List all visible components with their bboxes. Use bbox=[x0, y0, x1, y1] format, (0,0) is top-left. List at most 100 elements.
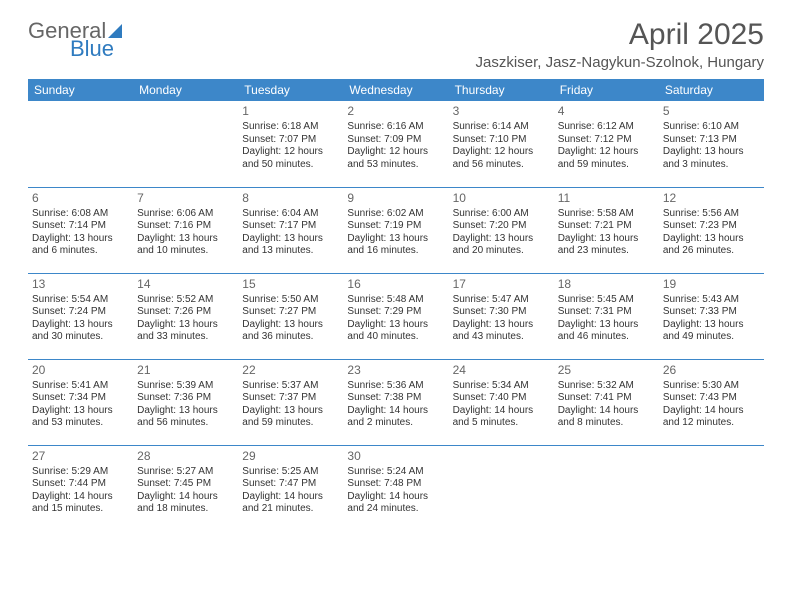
calendar-day: 21Sunrise: 5:39 AMSunset: 7:36 PMDayligh… bbox=[133, 359, 238, 445]
daylight-text: and 30 minutes. bbox=[32, 331, 129, 344]
daylight-text: and 8 minutes. bbox=[558, 417, 655, 430]
daylight-text: and 12 minutes. bbox=[663, 417, 760, 430]
sunrise-text: Sunrise: 5:56 AM bbox=[663, 208, 760, 221]
day-number: 13 bbox=[32, 277, 129, 292]
day-number: 11 bbox=[558, 191, 655, 206]
day-number: 23 bbox=[347, 363, 444, 378]
calendar-body: 1Sunrise: 6:18 AMSunset: 7:07 PMDaylight… bbox=[28, 101, 764, 531]
calendar-week: 1Sunrise: 6:18 AMSunset: 7:07 PMDaylight… bbox=[28, 101, 764, 187]
daylight-text: and 59 minutes. bbox=[558, 159, 655, 172]
daylight-text: Daylight: 13 hours bbox=[242, 319, 339, 332]
daylight-text: Daylight: 12 hours bbox=[242, 146, 339, 159]
sunset-text: Sunset: 7:30 PM bbox=[453, 306, 550, 319]
daylight-text: and 18 minutes. bbox=[137, 503, 234, 516]
calendar-day: 6Sunrise: 6:08 AMSunset: 7:14 PMDaylight… bbox=[28, 187, 133, 273]
calendar-day: 30 Sunrise: 5:24 AMSunset: 7:48 PMDayligh… bbox=[343, 445, 448, 531]
calendar-day: 3Sunrise: 6:14 AMSunset: 7:10 PMDaylight… bbox=[449, 101, 554, 187]
calendar-day: 22Sunrise: 5:37 AMSunset: 7:37 PMDayligh… bbox=[238, 359, 343, 445]
day-number: 27 bbox=[32, 449, 129, 464]
sunset-text: Sunset: 7:26 PM bbox=[137, 306, 234, 319]
day-number: 30 bbox=[347, 449, 444, 464]
sunset-text: Sunset: 7:27 PM bbox=[242, 306, 339, 319]
calendar-day: 26Sunrise: 5:30 AMSunset: 7:43 PMDayligh… bbox=[659, 359, 764, 445]
sunrise-text: Sunrise: 5:54 AM bbox=[32, 294, 129, 307]
day-number: 16 bbox=[347, 277, 444, 292]
sunrise-text: Sunrise: 5:30 AM bbox=[663, 380, 760, 393]
day-number: 18 bbox=[558, 277, 655, 292]
sunset-text: Sunset: 7:23 PM bbox=[663, 220, 760, 233]
calendar-day: 10Sunrise: 6:00 AMSunset: 7:20 PMDayligh… bbox=[449, 187, 554, 273]
daylight-text: Daylight: 14 hours bbox=[453, 405, 550, 418]
day-number: 6 bbox=[32, 191, 129, 206]
sunset-text: Sunset: 7:12 PM bbox=[558, 134, 655, 147]
calendar-week: 20Sunrise: 5:41 AMSunset: 7:34 PMDayligh… bbox=[28, 359, 764, 445]
daylight-text: and 43 minutes. bbox=[453, 331, 550, 344]
weekday-header: Sunday bbox=[28, 79, 133, 101]
logo-text-blue: Blue bbox=[70, 36, 114, 62]
day-number: 25 bbox=[558, 363, 655, 378]
daylight-text: and 20 minutes. bbox=[453, 245, 550, 258]
daylight-text: and 49 minutes. bbox=[663, 331, 760, 344]
daylight-text: Daylight: 13 hours bbox=[347, 319, 444, 332]
daylight-text: Daylight: 14 hours bbox=[32, 491, 129, 504]
calendar-day-empty bbox=[659, 445, 764, 531]
sunrise-text: Sunrise: 5:43 AM bbox=[663, 294, 760, 307]
calendar-day: 27Sunrise: 5:29 AMSunset: 7:44 PMDayligh… bbox=[28, 445, 133, 531]
logo: General Blue bbox=[28, 18, 168, 62]
sunset-text: Sunset: 7:07 PM bbox=[242, 134, 339, 147]
calendar-day: 16Sunrise: 5:48 AMSunset: 7:29 PMDayligh… bbox=[343, 273, 448, 359]
daylight-text: and 15 minutes. bbox=[32, 503, 129, 516]
calendar-day-empty bbox=[449, 445, 554, 531]
day-number: 2 bbox=[347, 104, 444, 119]
daylight-text: Daylight: 14 hours bbox=[347, 405, 444, 418]
day-number: 29 bbox=[242, 449, 339, 464]
sunrise-text: Sunrise: 5:48 AM bbox=[347, 294, 444, 307]
calendar-day: 2Sunrise: 6:16 AMSunset: 7:09 PMDaylight… bbox=[343, 101, 448, 187]
daylight-text: Daylight: 13 hours bbox=[137, 319, 234, 332]
sunrise-text: Sunrise: 5:36 AM bbox=[347, 380, 444, 393]
sunrise-text: Sunrise: 6:04 AM bbox=[242, 208, 339, 221]
daylight-text: Daylight: 13 hours bbox=[663, 233, 760, 246]
sunrise-text: Sunrise: 6:16 AM bbox=[347, 121, 444, 134]
daylight-text: and 40 minutes. bbox=[347, 331, 444, 344]
daylight-text: and 23 minutes. bbox=[558, 245, 655, 258]
day-number: 21 bbox=[137, 363, 234, 378]
sunrise-text: Sunrise: 5:27 AM bbox=[137, 466, 234, 479]
daylight-text: and 59 minutes. bbox=[242, 417, 339, 430]
calendar-day: 4Sunrise: 6:12 AMSunset: 7:12 PMDaylight… bbox=[554, 101, 659, 187]
weekday-header: Wednesday bbox=[343, 79, 448, 101]
daylight-text: and 24 minutes. bbox=[347, 503, 444, 516]
sunset-text: Sunset: 7:43 PM bbox=[663, 392, 760, 405]
sunset-text: Sunset: 7:37 PM bbox=[242, 392, 339, 405]
title-block: April 2025 Jaszkiser, Jasz-Nagykun-Szoln… bbox=[476, 18, 764, 71]
calendar-week: 27Sunrise: 5:29 AMSunset: 7:44 PMDayligh… bbox=[28, 445, 764, 531]
sunrise-text: Sunrise: 5:24 AM bbox=[347, 466, 444, 479]
sunrise-text: Sunrise: 6:00 AM bbox=[453, 208, 550, 221]
daylight-text: and 50 minutes. bbox=[242, 159, 339, 172]
calendar-day: 12Sunrise: 5:56 AMSunset: 7:23 PMDayligh… bbox=[659, 187, 764, 273]
sunset-text: Sunset: 7:41 PM bbox=[558, 392, 655, 405]
daylight-text: Daylight: 13 hours bbox=[32, 405, 129, 418]
daylight-text: Daylight: 13 hours bbox=[347, 233, 444, 246]
sunset-text: Sunset: 7:13 PM bbox=[663, 134, 760, 147]
sunrise-text: Sunrise: 5:39 AM bbox=[137, 380, 234, 393]
daylight-text: and 3 minutes. bbox=[663, 159, 760, 172]
daylight-text: Daylight: 14 hours bbox=[242, 491, 339, 504]
daylight-text: and 5 minutes. bbox=[453, 417, 550, 430]
daylight-text: and 36 minutes. bbox=[242, 331, 339, 344]
calendar-day: 14Sunrise: 5:52 AMSunset: 7:26 PMDayligh… bbox=[133, 273, 238, 359]
sunset-text: Sunset: 7:48 PM bbox=[347, 478, 444, 491]
daylight-text: Daylight: 13 hours bbox=[32, 233, 129, 246]
calendar-day: 24Sunrise: 5:34 AMSunset: 7:40 PMDayligh… bbox=[449, 359, 554, 445]
day-number: 15 bbox=[242, 277, 339, 292]
calendar-day: 19Sunrise: 5:43 AMSunset: 7:33 PMDayligh… bbox=[659, 273, 764, 359]
location: Jaszkiser, Jasz-Nagykun-Szolnok, Hungary bbox=[476, 54, 764, 71]
calendar-head: SundayMondayTuesdayWednesdayThursdayFrid… bbox=[28, 79, 764, 101]
sunrise-text: Sunrise: 5:47 AM bbox=[453, 294, 550, 307]
daylight-text: and 10 minutes. bbox=[137, 245, 234, 258]
day-number: 8 bbox=[242, 191, 339, 206]
weekday-row: SundayMondayTuesdayWednesdayThursdayFrid… bbox=[28, 79, 764, 101]
day-number: 5 bbox=[663, 104, 760, 119]
daylight-text: Daylight: 14 hours bbox=[347, 491, 444, 504]
calendar-day: 8Sunrise: 6:04 AMSunset: 7:17 PMDaylight… bbox=[238, 187, 343, 273]
